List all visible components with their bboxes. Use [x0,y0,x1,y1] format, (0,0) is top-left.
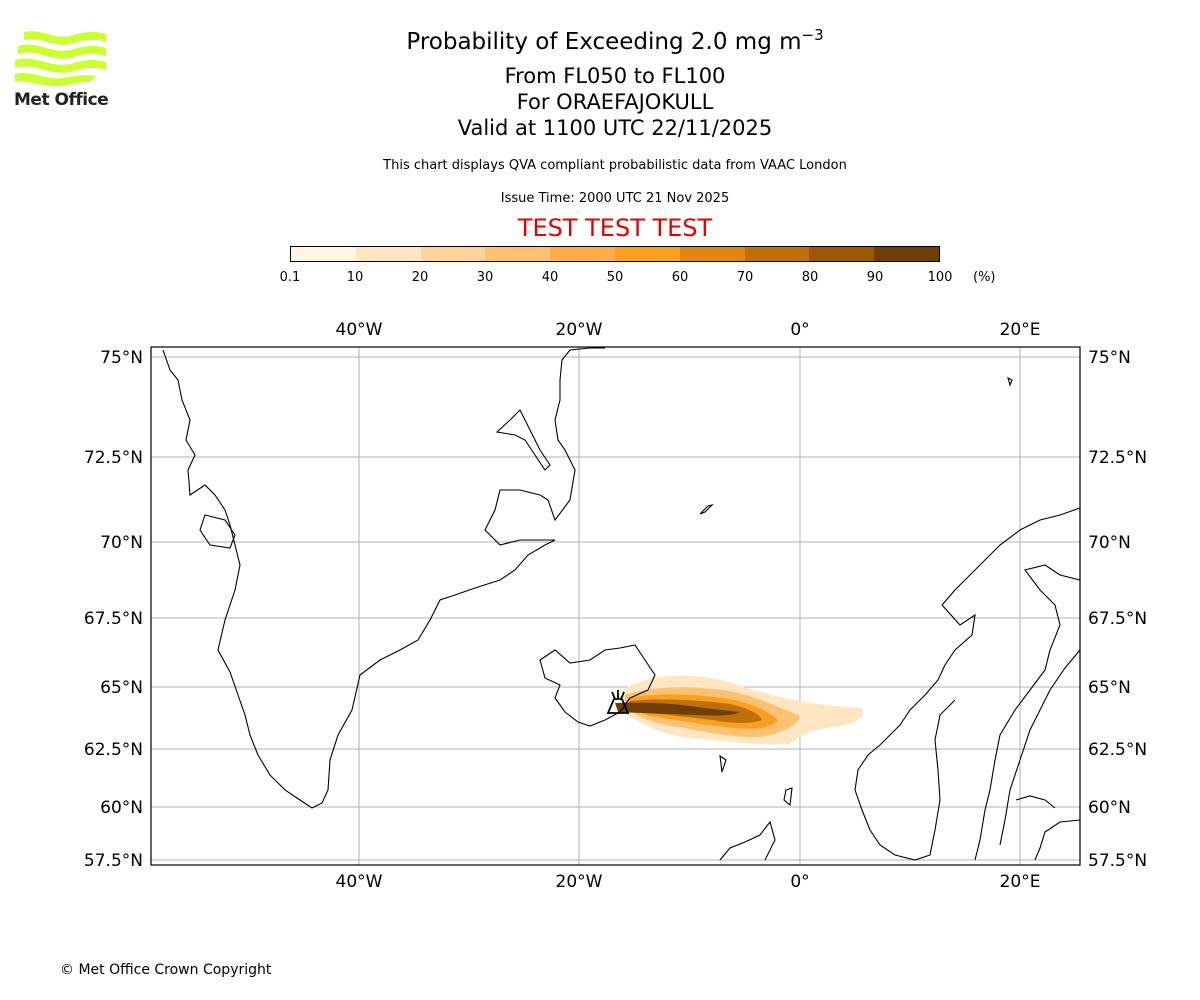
lon-label: 40°W [336,320,383,340]
scotland-coast [719,820,776,861]
issue-time: Issue Time: 2000 UTC 21 Nov 2025 [500,191,730,206]
colorbar-tick-label: 90 [866,270,884,285]
lat-label: 67.5°N [84,609,143,629]
lat-label: 62.5°N [84,740,143,760]
colorbar-segment [355,247,421,261]
coastlines [162,347,1081,861]
lat-label: 65°N [100,678,143,698]
colorbar-segment [485,247,551,261]
lat-label: 62.5°N [1088,740,1147,760]
lat-label: 57.5°N [1088,851,1147,871]
greenland-fjord-1 [495,409,551,471]
lon-label: 20°W [556,320,603,340]
subtitle-levels: From FL050 to FL100 [504,64,726,88]
colorbar-segment [744,247,810,261]
lon-label: 0° [790,872,809,892]
colorbar-unit: (%) [973,270,996,285]
map-frame [150,346,1081,866]
lat-label: 70°N [100,533,143,553]
latitude-labels-left: 75°N 72.5°N 70°N 67.5°N 65°N 62.5°N 60°N… [84,348,143,871]
disclaimer: This chart displays QVA compliant probab… [383,158,847,173]
colorbar-segment [679,247,745,261]
copyright: © Met Office Crown Copyright [60,962,272,978]
met-office-waves-icon [15,31,106,87]
lat-label: 72.5°N [84,448,143,468]
colorbar [290,246,940,262]
lon-label: 0° [790,320,809,340]
test-banner: TEST TEST TEST [517,214,713,242]
lat-label: 60°N [100,798,143,818]
colorbar-segment [550,247,615,261]
colorbar-segment [291,247,356,261]
lat-label: 57.5°N [84,851,143,871]
lat-label: 65°N [1088,678,1131,698]
colorbar-tick-label: 80 [801,270,819,285]
lon-label: 20°W [556,872,603,892]
ash-probability-plume [615,675,864,745]
faroe-islands [719,754,727,773]
lat-label: 75°N [100,348,143,368]
colorbar-segment [420,247,486,261]
colorbar-tick-label: 10 [346,270,364,285]
lat-label: 75°N [1088,348,1131,368]
sweden-finland-coast [999,649,1081,861]
norway-coast [854,507,1081,861]
lat-label: 67.5°N [1088,609,1147,629]
colorbar-tick-label: 20 [411,270,429,285]
lat-label: 70°N [1088,533,1131,553]
latitude-labels-right: 75°N 72.5°N 70°N 67.5°N 65°N 62.5°N 60°N… [1088,348,1147,871]
colorbar-segment [614,247,680,261]
colorbar-tick-label: 30 [476,270,494,285]
colorbar-tick-label: 100 [927,270,953,285]
longitude-labels-bottom: 40°W 20°W 0° 20°E [336,872,1041,892]
longitude-labels-top: 40°W 20°W 0° 20°E [336,320,1041,340]
colorbar-tick-label: 50 [606,270,624,285]
iceland-coast [539,644,656,727]
colorbar-tick-label: 60 [671,270,689,285]
gridlines [151,347,1080,865]
volcano-icon [606,690,630,714]
colorbar-segment [809,247,875,261]
lat-label: 72.5°N [1088,448,1147,468]
greenland-fjord-2 [199,514,236,549]
shetland [783,787,793,807]
svalbard-islet [1007,376,1013,387]
lon-label: 20°E [1000,320,1041,340]
subtitle-valid-time: Valid at 1100 UTC 22/11/2025 [457,116,773,140]
lon-label: 20°E [1000,872,1041,892]
greenland-coast [162,347,605,809]
subtitle-volcano: For ORAEFAJOKULL [516,90,714,114]
jan-mayen [699,503,714,515]
met-office-logo-text: Met Office [14,90,109,110]
colorbar-tick-label: 70 [736,270,754,285]
chart-title: Probability of Exceeding 2.0 mg m−3 [406,26,824,55]
lon-label: 40°W [336,872,383,892]
baltic-coast [1015,795,1056,809]
colorbar-tick-label: 40 [541,270,559,285]
colorbar-tick-label: 0.1 [279,270,301,285]
colorbar-segment [874,247,939,261]
lat-label: 60°N [1088,798,1131,818]
